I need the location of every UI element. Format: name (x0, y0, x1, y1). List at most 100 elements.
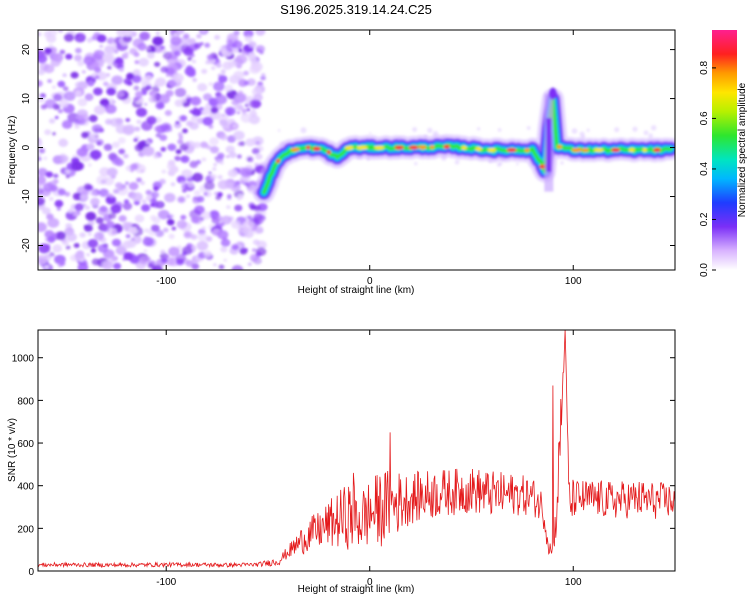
noise-speckle (73, 243, 80, 248)
noise-speckle (170, 36, 182, 46)
noise-speckle-faint (300, 127, 307, 134)
noise-speckle (52, 53, 64, 62)
noise-speckle (213, 81, 225, 92)
noise-speckle (88, 114, 98, 123)
snr-y-tick-label: 600 (17, 439, 34, 450)
spectrogram-y-ticks: -20 -10 0 10 20 (21, 44, 675, 253)
noise-speckle (146, 116, 157, 125)
noise-speckle (38, 54, 48, 64)
noise-speckle (174, 155, 181, 162)
noise-speckle (123, 252, 134, 261)
noise-speckle (220, 134, 228, 141)
noise-speckle-faint (648, 133, 653, 138)
ridge-hotspot (642, 148, 647, 152)
noise-speckle (53, 93, 63, 102)
noise-speckle (237, 48, 243, 53)
noise-speckle (116, 185, 129, 196)
noise-speckle (49, 185, 58, 192)
noise-speckle (45, 171, 53, 178)
noise-speckle (157, 202, 163, 207)
noise-speckle (160, 249, 166, 255)
noise-speckle (57, 109, 64, 114)
noise-speckle (188, 38, 196, 45)
noise-speckle (219, 161, 224, 165)
noise-speckle (105, 52, 114, 59)
noise-speckle (201, 157, 207, 162)
noise-speckle (90, 197, 100, 206)
noise-speckle (47, 79, 53, 83)
noise-speckle (236, 154, 242, 159)
ridge-hotspot (326, 150, 331, 155)
noise-speckle (136, 119, 142, 124)
noise-speckle (186, 65, 193, 71)
noise-speckle (247, 262, 252, 266)
noise-speckle (125, 118, 131, 122)
noise-speckle (61, 120, 73, 129)
noise-speckle (167, 143, 177, 151)
noise-speckle (180, 155, 190, 163)
noise-speckle-faint (412, 127, 417, 132)
noise-speckle (122, 240, 133, 249)
noise-speckle (184, 231, 192, 238)
noise-speckle (251, 248, 257, 253)
noise-speckle (179, 115, 188, 122)
noise-speckle (205, 60, 210, 65)
noise-speckle (252, 100, 262, 108)
noise-speckle (255, 227, 264, 234)
ridge-hotspot (344, 145, 354, 150)
noise-speckle (233, 70, 245, 80)
noise-speckle (109, 118, 121, 127)
noise-speckle (238, 229, 248, 237)
noise-speckle (46, 213, 54, 220)
noise-speckle (134, 60, 140, 65)
noise-speckle (48, 44, 53, 48)
noise-speckle (252, 239, 260, 245)
noise-speckle (140, 180, 145, 186)
colorbar: 0.0 0.2 0.4 0.6 0.8 Normalized spectral ampl… (699, 30, 748, 277)
noise-speckle (203, 181, 215, 191)
noise-speckle (122, 221, 131, 229)
ridge-hotspot (557, 144, 562, 149)
noise-speckle (138, 57, 149, 67)
noise-speckle (123, 153, 129, 159)
noise-speckle (157, 153, 162, 157)
noise-speckle (134, 144, 144, 152)
spectrogram-y-tick-label: 20 (21, 44, 32, 56)
noise-speckle (168, 233, 175, 239)
noise-speckle (122, 202, 133, 211)
noise-speckle (108, 212, 116, 219)
noise-speckle (85, 211, 97, 221)
noise-speckle (246, 108, 251, 112)
noise-speckle (95, 75, 100, 80)
noise-speckle (74, 81, 84, 89)
noise-speckle (183, 33, 190, 39)
noise-speckle (63, 91, 76, 101)
noise-speckle (240, 113, 253, 123)
noise-speckle (193, 190, 201, 196)
noise-speckle (87, 239, 99, 248)
noise-speckle (87, 163, 92, 167)
noise-speckle (122, 34, 133, 43)
noise-speckle (192, 77, 198, 82)
noise-speckle (210, 146, 219, 154)
noise-speckle-faint (498, 161, 503, 166)
noise-speckle (202, 93, 213, 101)
noise-speckle-faint (571, 128, 578, 134)
noise-speckle (157, 209, 170, 220)
noise-speckle (64, 169, 71, 174)
noise-speckle (186, 69, 196, 78)
noise-speckle (145, 189, 152, 195)
noise-speckle (133, 138, 138, 142)
noise-speckle (155, 31, 160, 36)
noise-speckle (152, 153, 160, 159)
noise-speckle (97, 206, 109, 216)
noise-speckle (203, 250, 212, 257)
noise-speckle (128, 182, 139, 191)
noise-speckle (217, 175, 223, 180)
noise-speckle (106, 220, 115, 229)
noise-speckle (107, 65, 112, 70)
noise-speckle (165, 254, 170, 258)
noise-speckle (201, 68, 208, 74)
noise-speckle (112, 141, 120, 148)
